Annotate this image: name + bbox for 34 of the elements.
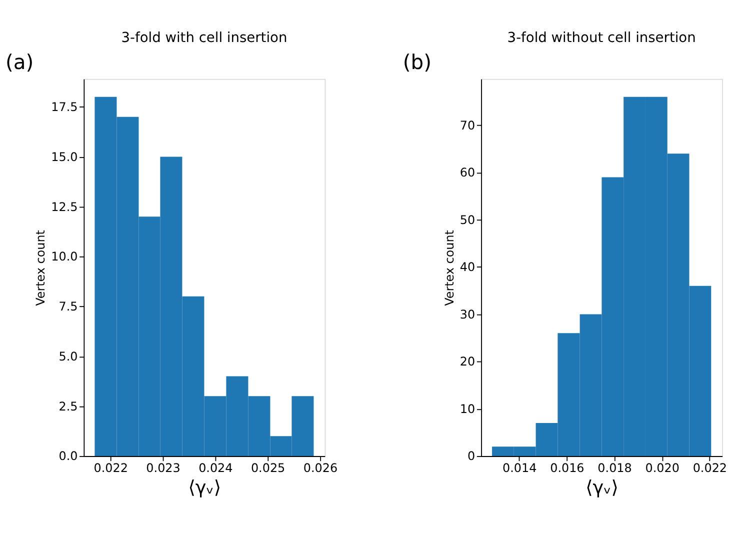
x-tick-label: 0.022 <box>94 461 128 476</box>
x-tick-label: 0.023 <box>146 461 180 476</box>
chart-title: 3-fold with cell insertion <box>121 30 288 46</box>
y-tick-label: 10.0 <box>51 250 78 264</box>
y-axis-title: Vertex count <box>442 230 456 306</box>
y-tick-label: 5.0 <box>58 349 78 364</box>
y-tick-label: 7.5 <box>58 300 78 314</box>
chart-title: 3-fold without cell insertion <box>507 30 696 46</box>
y-tick-label: 15.0 <box>51 150 78 164</box>
text: (b) <box>402 50 432 74</box>
x-tick-label: 0.020 <box>645 461 680 476</box>
x-tick-label: 0.025 <box>250 461 286 476</box>
y-tick-label: 0 <box>467 449 476 464</box>
x-tick-label: 0.026 <box>303 461 338 476</box>
text: (a) <box>6 50 34 74</box>
y-axis-title: Vertex count <box>34 230 48 306</box>
y-tick-label: 40 <box>460 260 476 274</box>
x-tick-label: 0.018 <box>598 461 632 476</box>
y-tick-label: 30 <box>460 307 476 322</box>
y-tick-label: 2.5 <box>58 399 78 414</box>
x-tick-label: 0.024 <box>198 461 233 476</box>
y-tick-label: 50 <box>460 212 476 227</box>
y-tick-label: 20 <box>460 354 476 369</box>
x-tick-label: 0.022 <box>692 461 728 476</box>
y-tick-label: 17.5 <box>51 100 78 114</box>
y-tick-label: 10 <box>460 402 476 416</box>
x-axis-title: ⟨γᵥ⟩ <box>188 477 222 498</box>
x-tick-label: 0.016 <box>550 461 584 476</box>
y-tick-label: 12.5 <box>51 200 78 214</box>
x-tick-label: 0.014 <box>502 461 537 476</box>
y-tick-label: 60 <box>460 166 476 180</box>
x-axis-title: ⟨γᵥ⟩ <box>586 477 618 498</box>
y-tick-label: 0.0 <box>58 449 78 464</box>
y-tick-label: 70 <box>460 118 476 132</box>
